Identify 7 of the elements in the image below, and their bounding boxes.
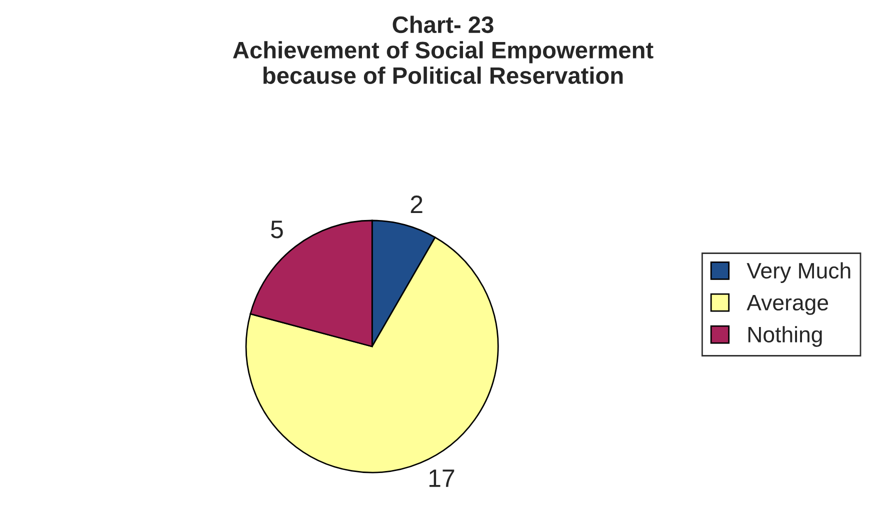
data-label: 2 xyxy=(410,196,422,213)
legend-label: Nothing xyxy=(748,326,822,347)
chart-title: Chart- 23 Achievement of Social Empowerment because of Political Reservation xyxy=(233,16,654,84)
data-label: 17 xyxy=(429,470,454,487)
data-label: 5 xyxy=(271,220,283,238)
legend-label: Average xyxy=(746,295,828,315)
legend-label: Very Much xyxy=(746,262,850,283)
